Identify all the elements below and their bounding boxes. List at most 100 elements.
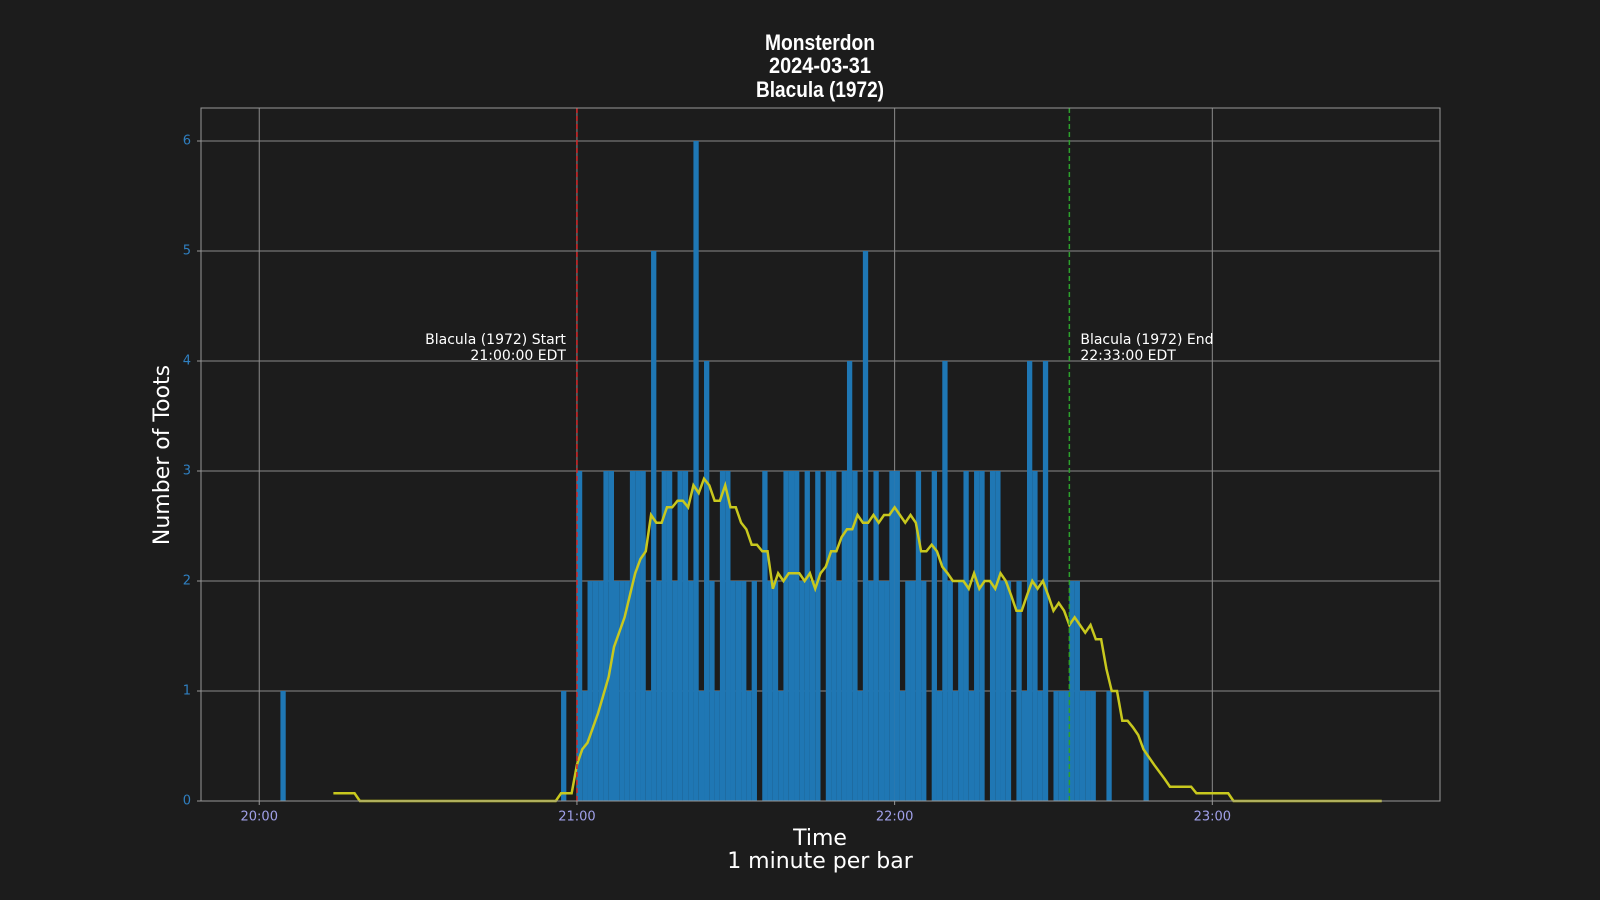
- bar: [645, 691, 652, 801]
- bar: [804, 471, 810, 801]
- y-tick-label: 2: [183, 574, 191, 589]
- y-tick-label: 0: [183, 794, 191, 809]
- y-axis-label: Number of Toots: [150, 365, 175, 545]
- bar: [1000, 581, 1006, 801]
- bar: [1037, 691, 1043, 801]
- bar: [619, 581, 625, 801]
- y-tick-label: 4: [183, 354, 191, 369]
- bar: [910, 581, 916, 801]
- bar: [836, 581, 842, 801]
- bar: [608, 471, 614, 801]
- bar: [576, 471, 583, 801]
- bar: [725, 471, 731, 801]
- bar: [905, 581, 911, 801]
- bar: [989, 471, 996, 801]
- bar: [661, 471, 667, 801]
- bar: [672, 581, 678, 801]
- bar: [746, 691, 752, 801]
- bar: [714, 691, 720, 801]
- bar: [815, 471, 821, 801]
- bar: [1079, 691, 1086, 801]
- y-tick-label: 6: [183, 134, 191, 149]
- bar: [846, 361, 853, 801]
- bar: [603, 471, 609, 801]
- bar: [931, 471, 937, 801]
- bar: [878, 581, 885, 801]
- bar: [592, 581, 599, 801]
- bar: [280, 691, 286, 801]
- bar: [651, 251, 657, 801]
- bar: [704, 361, 710, 801]
- bar: [561, 691, 567, 801]
- bar: [666, 471, 673, 801]
- bar: [968, 691, 975, 801]
- bar: [974, 471, 980, 801]
- bar: [899, 691, 906, 801]
- bar: [873, 471, 879, 801]
- bar: [825, 471, 832, 801]
- bar: [1027, 361, 1033, 801]
- bar: [809, 581, 816, 801]
- annotation: 21:00:00 EDT: [470, 348, 566, 364]
- bar: [1069, 581, 1075, 801]
- bar: [799, 581, 805, 801]
- bar: [614, 581, 620, 801]
- bar: [868, 581, 874, 801]
- bar: [857, 691, 863, 801]
- bar: [889, 471, 895, 801]
- bar: [709, 581, 715, 801]
- bar: [995, 471, 1001, 801]
- bar: [688, 581, 694, 801]
- bar: [1021, 691, 1027, 801]
- bar: [1074, 581, 1080, 801]
- x-axis-label: 1 minute per bar: [727, 849, 914, 874]
- bar: [947, 581, 953, 801]
- x-tick-label: 20:00: [241, 810, 278, 825]
- bar: [730, 581, 736, 801]
- bar: [1058, 691, 1065, 801]
- bar: [783, 471, 789, 801]
- y-tick-label: 3: [183, 464, 191, 479]
- plot-frame: [200, 107, 1441, 802]
- bar: [587, 581, 593, 801]
- chart-subtitle: 2024-03-31: [769, 53, 871, 78]
- y-tick-label: 1: [183, 684, 191, 699]
- bar: [952, 691, 959, 801]
- bar: [1042, 361, 1049, 801]
- bar: [936, 691, 943, 801]
- bar: [1064, 691, 1070, 801]
- x-tick-label: 22:00: [876, 810, 913, 825]
- bar: [772, 581, 779, 801]
- bar: [1016, 581, 1022, 801]
- bar: [629, 471, 636, 801]
- bar: [1090, 691, 1096, 801]
- bar: [693, 141, 699, 801]
- bar: [741, 581, 747, 801]
- bar: [598, 581, 604, 801]
- bar: [1005, 581, 1012, 801]
- bar: [624, 581, 630, 801]
- bar: [894, 471, 900, 801]
- bar: [794, 471, 800, 801]
- bar: [831, 471, 837, 801]
- y-tick-label: 5: [183, 244, 191, 259]
- bar: [751, 581, 757, 801]
- bar: [677, 471, 683, 801]
- bar: [788, 471, 795, 801]
- bar: [915, 471, 922, 801]
- bar: [656, 581, 662, 801]
- annotation: 22:33:00 EDT: [1080, 348, 1176, 364]
- bar: [719, 471, 726, 801]
- bar: [958, 581, 964, 801]
- bar: [1053, 691, 1059, 801]
- bar: [1106, 691, 1112, 801]
- bar: [682, 471, 689, 801]
- annotation: Blacula (1972) End: [1080, 332, 1213, 348]
- bar: [640, 471, 646, 801]
- chart-title: Monsterdon: [765, 30, 875, 55]
- bar: [884, 581, 890, 801]
- bar: [862, 251, 869, 801]
- bar: [1032, 471, 1038, 801]
- bar: [942, 361, 948, 801]
- x-tick-label: 23:00: [1194, 810, 1231, 825]
